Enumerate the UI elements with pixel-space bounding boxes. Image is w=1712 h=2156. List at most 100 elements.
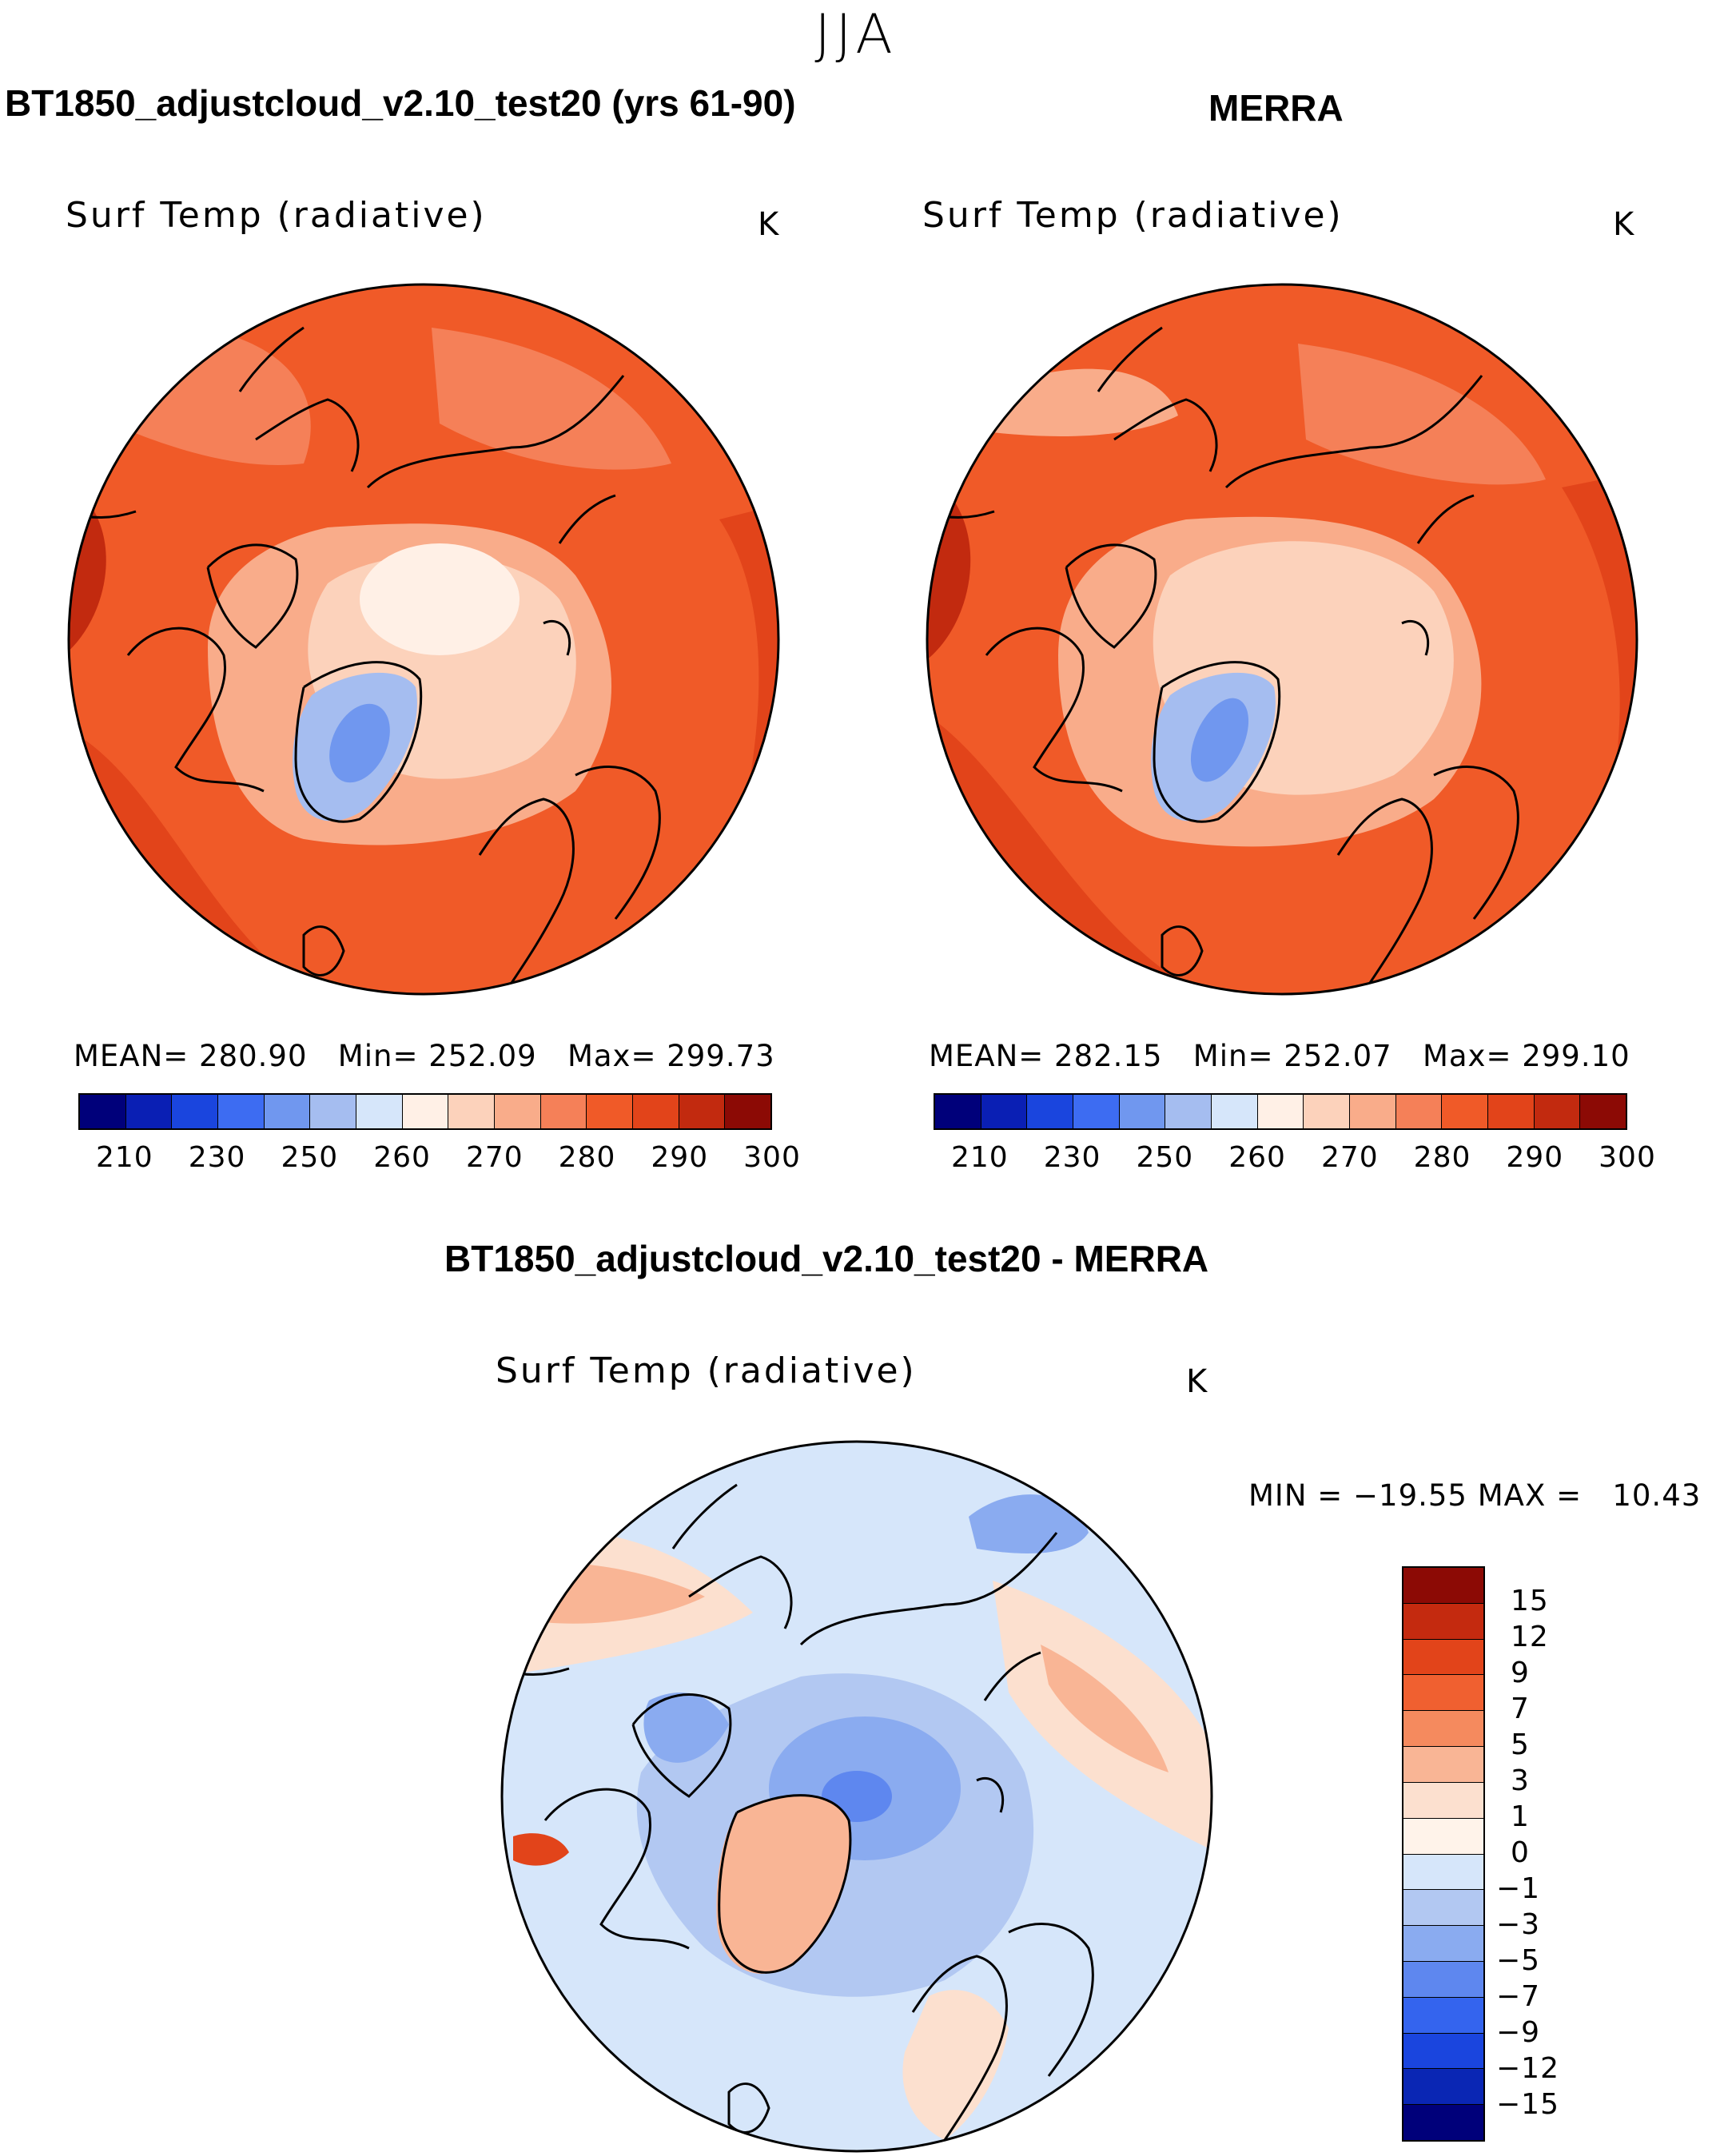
figure-season-title: JJA (814, 3, 898, 66)
diff-colorbar-swatch (1403, 1782, 1483, 1819)
obs-colorbar-tick-label: 290 (1506, 1141, 1564, 1174)
diff-colorbar-swatch (1403, 1568, 1483, 1604)
model-colorbar-tick-label: 270 (465, 1141, 524, 1174)
obs-colorbar-swatch (935, 1095, 981, 1128)
model-colorbar-swatch (218, 1095, 265, 1128)
model-polar-map (67, 283, 780, 996)
diff-coastlines (502, 1483, 1094, 2141)
obs-colorbar-tick-label: 280 (1413, 1141, 1471, 1174)
diff-colorbar-swatch (1403, 2033, 1483, 2070)
obs-colorbar-swatch (981, 1095, 1028, 1128)
model-colorbar-tick-label: 250 (281, 1141, 339, 1174)
obs-colorbar-swatch (1304, 1095, 1351, 1128)
obs-colorbar-tick-label: 250 (1136, 1141, 1194, 1174)
diff-colorbar-tick-label: 7 (1511, 1693, 1530, 1725)
model-colorbar (78, 1093, 772, 1130)
diff-variable-label: Surf Temp (radiative) (496, 1350, 917, 1391)
diff-colorbar-tick-label: −7 (1496, 1980, 1541, 2013)
diff-colorbar-swatch (1403, 2069, 1483, 2106)
model-colorbar-swatch (540, 1095, 587, 1128)
diff-colorbar-swatch (1403, 1747, 1483, 1783)
diff-cold-anomaly-archipelago (643, 1693, 729, 1763)
model-colorbar-tick-label: 290 (651, 1141, 709, 1174)
diff-map-boundary (500, 1440, 1213, 2153)
diff-hot-spot-alaska (513, 1833, 569, 1866)
obs-colorbar-swatch (1073, 1095, 1120, 1128)
diff-colorbar-tick-label: 9 (1511, 1657, 1530, 1689)
model-colorbar-swatch (679, 1095, 726, 1128)
diff-stats-text: MIN = −19.55 MAX = 10.43 (1248, 1478, 1702, 1513)
diff-colorbar-tick-label: −1 (1496, 1872, 1541, 1905)
model-colorbar-ticks: 210 230 250 260 270 280 290 300 (78, 1141, 800, 1176)
obs-colorbar-swatch (1212, 1095, 1258, 1128)
obs-panel-title: MERRA (1208, 87, 1344, 129)
model-colorbar-swatch (80, 1095, 126, 1128)
obs-colorbar-swatch (1534, 1095, 1581, 1128)
obs-map-boundary (926, 283, 1638, 996)
diff-colorbar-swatch (1403, 1603, 1483, 1640)
obs-coastlines (927, 326, 1519, 984)
obs-colorbar-swatch (1488, 1095, 1535, 1128)
diff-colorbar-tick-label: 1 (1511, 1800, 1530, 1833)
diff-colorbar (1402, 1566, 1485, 2142)
model-colorbar-swatch (448, 1095, 496, 1128)
diff-colorbar-swatch (1403, 1890, 1483, 1927)
diff-colorbar-swatch (1403, 1926, 1483, 1962)
model-colorbar-swatch (495, 1095, 541, 1128)
model-variable-label: Surf Temp (radiative) (66, 195, 487, 236)
diff-panel-title: BT1850_adjustcloud_v2.10_test20 - MERRA (444, 1238, 1209, 1279)
diff-colorbar-tick-label: 12 (1511, 1621, 1549, 1653)
model-colorbar-swatch (402, 1095, 449, 1128)
obs-colorbar (934, 1093, 1627, 1130)
obs-colorbar-tick-label: 270 (1320, 1141, 1379, 1174)
diff-colorbar-swatch (1403, 1818, 1483, 1855)
diff-colorbar-tick-label: −5 (1496, 1944, 1541, 1977)
model-colorbar-swatch (264, 1095, 311, 1128)
obs-colorbar-tick-label: 300 (1599, 1141, 1656, 1174)
model-map-boundary (67, 283, 780, 996)
obs-units-label: K (1613, 206, 1634, 243)
obs-colorbar-swatch (1119, 1095, 1166, 1128)
model-colorbar-tick-label: 280 (558, 1141, 616, 1174)
model-colorbar-swatch (633, 1095, 679, 1128)
diff-colorbar-swatch (1403, 2105, 1483, 2140)
model-colorbar-swatch (310, 1095, 357, 1128)
diff-warm-anomaly-ne-core (1041, 1645, 1169, 1772)
obs-colorbar-tick-label: 230 (1043, 1141, 1101, 1174)
model-colorbar-tick-label: 260 (373, 1141, 431, 1174)
model-panel-title: BT1850_adjustcloud_v2.10_test20 (yrs 61-… (5, 82, 796, 124)
diff-colorbar-tick-label: −9 (1496, 2016, 1541, 2049)
obs-colorbar-swatch (1027, 1095, 1074, 1128)
diff-colorbar-swatch (1403, 1997, 1483, 2034)
diff-colorbar-tick-label: −15 (1496, 2088, 1559, 2121)
obs-colorbar-tick-label: 210 (951, 1141, 1009, 1174)
diff-warm-anomaly-scandinavia (902, 1990, 1009, 2140)
model-colorbar-tick-label: 210 (96, 1141, 153, 1174)
diff-units-label: K (1186, 1363, 1208, 1400)
obs-colorbar-swatch (1257, 1095, 1304, 1128)
diff-cold-anomaly-north (969, 1494, 1089, 1553)
model-colorbar-swatch (725, 1095, 771, 1128)
diff-colorbar-swatch (1403, 1854, 1483, 1891)
obs-colorbar-swatch (1442, 1095, 1489, 1128)
model-colorbar-swatch (172, 1095, 219, 1128)
model-colorbar-swatch (587, 1095, 634, 1128)
obs-greenland-cold-core (1190, 698, 1249, 782)
diff-colorbar-swatch (1403, 1961, 1483, 1998)
diff-colorbar-tick-label: 5 (1511, 1728, 1530, 1761)
obs-colorbar-swatch (1350, 1095, 1396, 1128)
model-units-label: K (758, 206, 779, 243)
model-pole-coldspot (360, 543, 520, 655)
obs-stats-text: MEAN= 282.15 Min= 252.07 Max= 299.10 (929, 1039, 1630, 1073)
obs-polar-map (926, 283, 1638, 996)
diff-colorbar-tick-label: −12 (1496, 2052, 1559, 2085)
model-colorbar-swatch (356, 1095, 403, 1128)
model-coastlines (69, 326, 661, 984)
obs-colorbar-swatch (1580, 1095, 1626, 1128)
model-greenland-cold-core (329, 703, 390, 783)
diff-polar-map (500, 1440, 1213, 2153)
diff-colorbar-swatch (1403, 1675, 1483, 1712)
model-colorbar-swatch (125, 1095, 173, 1128)
obs-colorbar-ticks: 210 230 250 260 270 280 290 300 (934, 1141, 1655, 1176)
obs-colorbar-swatch (1165, 1095, 1212, 1128)
